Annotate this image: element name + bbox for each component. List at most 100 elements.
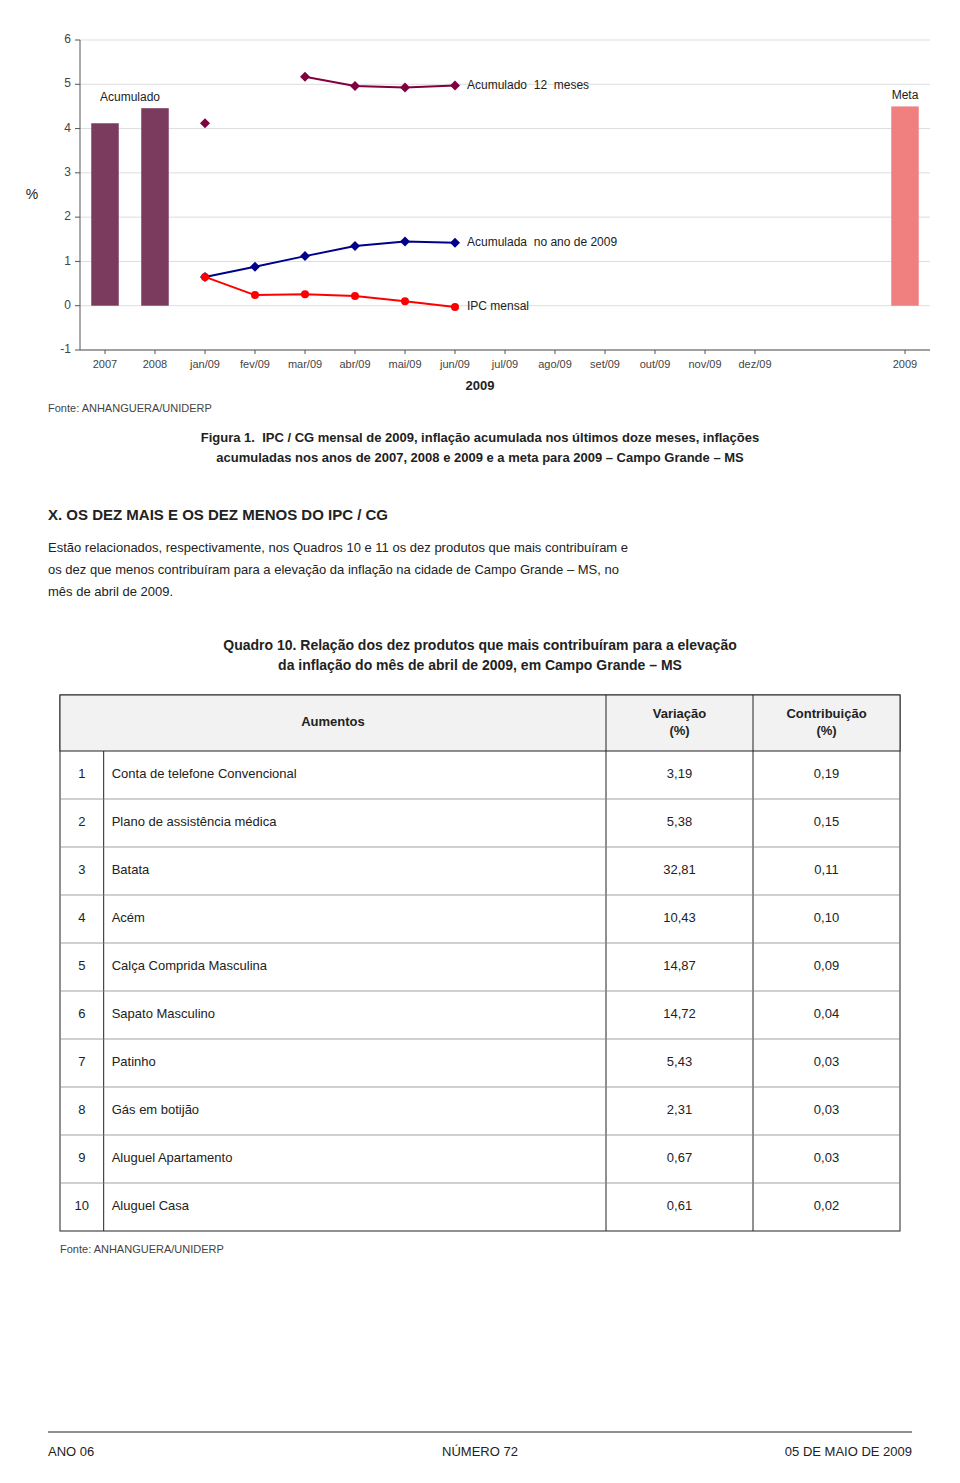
- paragraph-line: mês de abril de 2009.: [48, 584, 173, 599]
- x-tick: [155, 350, 156, 354]
- line: [305, 77, 455, 88]
- table-cell: 0,15: [814, 814, 839, 829]
- y-tick: [75, 128, 80, 129]
- x-tick-label: fev/09: [240, 358, 270, 370]
- table-cell: Sapato Masculino: [112, 1006, 215, 1021]
- bar-series: [891, 106, 919, 305]
- table-cell: 0,03: [814, 1054, 839, 1069]
- grid-line: [80, 172, 930, 173]
- y-tick: [75, 84, 80, 85]
- x-tick-label: jul/09: [491, 358, 518, 370]
- table-cell: Calça Comprida Masculina: [112, 958, 268, 973]
- table-cell: 2,31: [667, 1102, 692, 1117]
- table-cell: 5,43: [667, 1054, 692, 1069]
- y-tick-label: 1: [64, 254, 71, 268]
- table-cell: 8: [78, 1102, 85, 1117]
- marker: [350, 241, 360, 251]
- grid-line: [80, 128, 930, 129]
- plot-data: [91, 72, 919, 311]
- table-col-divider: [606, 695, 607, 1231]
- source-note: Fonte: ANHANGUERA/UNIDERP: [48, 402, 212, 414]
- table-cell: 5,38: [667, 814, 692, 829]
- table-title: da inflação do mês de abril de 2009, em …: [278, 657, 682, 673]
- series-label: Acumulado: [100, 90, 160, 104]
- table-cell: 9: [78, 1150, 85, 1165]
- table-row-divider: [60, 1039, 900, 1040]
- table-cell: 4: [78, 910, 85, 925]
- x-tick: [755, 350, 756, 354]
- table-cell: 7: [78, 1054, 85, 1069]
- table-cell: 5: [78, 958, 85, 973]
- marker: [300, 251, 310, 261]
- table-cell: 0,03: [814, 1150, 839, 1165]
- table-cell: 32,81: [663, 862, 696, 877]
- table-cell: Plano de assistência médica: [112, 814, 278, 829]
- table-cell: Aluguel Casa: [112, 1198, 190, 1213]
- x-tick: [705, 350, 706, 354]
- marker: [350, 81, 360, 91]
- marker: [301, 290, 309, 298]
- x-tick-label: jun/09: [439, 358, 470, 370]
- marker: [300, 72, 310, 82]
- y-tick-label: 6: [64, 32, 71, 46]
- table-cell: 10: [75, 1198, 89, 1213]
- line-series: [200, 237, 460, 282]
- figure-title: acumuladas nos anos de 2007, 2008 e 2009…: [216, 450, 744, 465]
- table-cell: 0,67: [667, 1150, 692, 1165]
- x-tick-label: dez/09: [738, 358, 771, 370]
- table-cell: 14,87: [663, 958, 696, 973]
- section-title: X. OS DEZ MAIS E OS DEZ MENOS DO IPC / C…: [48, 506, 388, 523]
- table-header-line: Aumentos: [301, 714, 365, 729]
- line-series: [201, 273, 459, 311]
- table-header: Aumentos: [301, 714, 365, 729]
- x-tick-label: abr/09: [339, 358, 370, 370]
- footer-text: ANO 06: [48, 1444, 94, 1459]
- series-label: Acumulada no ano de 2009: [467, 235, 617, 249]
- table-cell: 6: [78, 1006, 85, 1021]
- table-cell: 0,09: [814, 958, 839, 973]
- table-cell: 0,04: [814, 1006, 839, 1021]
- y-tick: [75, 305, 80, 306]
- source-note: Fonte: ANHANGUERA/UNIDERP: [60, 1243, 224, 1255]
- footer-text: 05 DE MAIO DE 2009: [785, 1444, 912, 1459]
- y-axis: [80, 40, 81, 350]
- marker: [200, 272, 210, 282]
- x-tick: [555, 350, 556, 354]
- table-cell: 0,03: [814, 1102, 839, 1117]
- y-tick: [75, 261, 80, 262]
- x-tick: [605, 350, 606, 354]
- bar-series: [91, 108, 169, 306]
- x-tick-label: mar/09: [288, 358, 322, 370]
- grid: [80, 40, 930, 350]
- table-row-divider: [60, 943, 900, 944]
- x-tick-label: set/09: [590, 358, 620, 370]
- table-cell: 0,19: [814, 766, 839, 781]
- footer-text: NÚMERO 72: [442, 1444, 518, 1459]
- line: [205, 242, 455, 277]
- table-row-divider: [60, 1135, 900, 1136]
- y-tick: [75, 217, 80, 218]
- footer: ANO 06 NÚMERO 72 05 DE MAIO DE 2009: [48, 1432, 912, 1459]
- figure-title: Figura 1. IPC / CG mensal de 2009, infla…: [201, 430, 759, 445]
- x-tick: [905, 350, 906, 354]
- x-tick-label: ago/09: [538, 358, 572, 370]
- table-cell: 2: [78, 814, 85, 829]
- x-tick: [505, 350, 506, 354]
- paragraph-line: Estão relacionados, respectivamente, nos…: [48, 540, 628, 555]
- section: X. OS DEZ MAIS E OS DEZ MENOS DO IPC / C…: [48, 506, 628, 599]
- table-cell: 10,43: [663, 910, 696, 925]
- table-cell: 0,02: [814, 1198, 839, 1213]
- grid-line: [80, 40, 930, 41]
- series-labels: AcumuladoMetaAcumulado 12 mesesAcumulada…: [100, 78, 919, 313]
- marker: [200, 118, 210, 128]
- page: -10123456%20072008jan/09fev/09mar/09abr/…: [0, 0, 960, 1483]
- marker: [250, 262, 260, 272]
- y-tick: [75, 350, 80, 351]
- table-header-line: Variação: [653, 706, 707, 721]
- table-col-divider: [753, 695, 754, 1231]
- line-series: [200, 72, 460, 129]
- caption: Fonte: ANHANGUERA/UNIDERP Figura 1. IPC /…: [48, 402, 759, 465]
- marker: [450, 81, 460, 91]
- table-header-line: (%): [816, 723, 836, 738]
- table-cell: 1: [78, 766, 85, 781]
